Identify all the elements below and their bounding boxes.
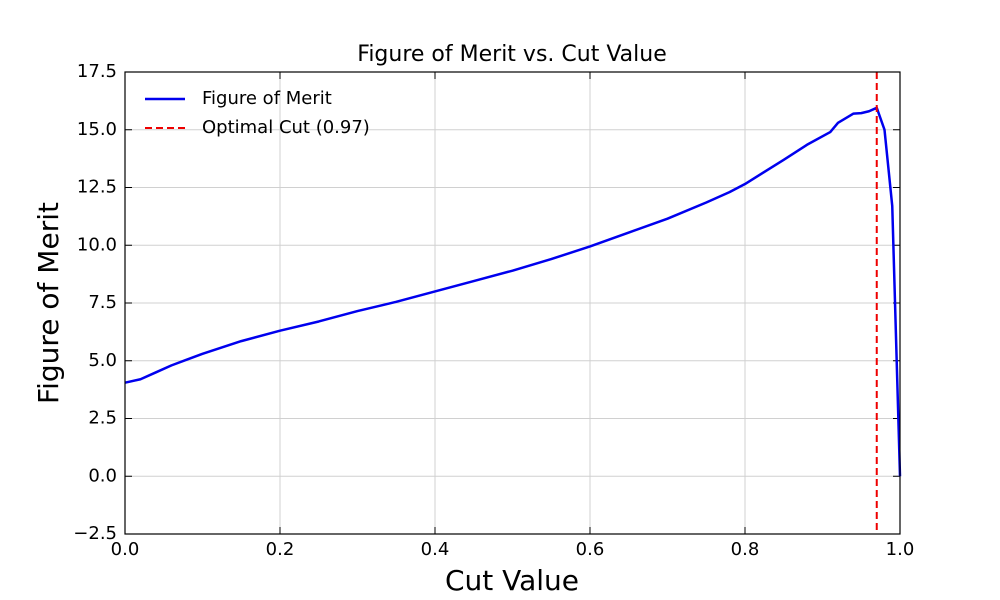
x-tick-label: 1.0 bbox=[886, 539, 915, 560]
y-tick-label: 5.0 bbox=[88, 350, 117, 371]
x-tick-label: 0.8 bbox=[731, 539, 760, 560]
y-tick-label: 10.0 bbox=[77, 234, 117, 255]
plot-frame bbox=[124, 71, 901, 535]
y-tick-label: 15.0 bbox=[77, 119, 117, 140]
y-tick-label: 0.0 bbox=[88, 465, 117, 486]
x-tick-label: 0.4 bbox=[421, 539, 450, 560]
y-tick-label: 12.5 bbox=[77, 177, 117, 198]
chart-title: Figure of Merit vs. Cut Value bbox=[357, 42, 666, 67]
y-tick-label: 17.5 bbox=[77, 61, 117, 82]
y-tick-label: 7.5 bbox=[88, 292, 117, 313]
y-tick-label: 2.5 bbox=[88, 408, 117, 429]
x-tick-label: 0.0 bbox=[111, 539, 140, 560]
x-tick-label: 0.6 bbox=[576, 539, 605, 560]
legend-label: Optimal Cut (0.97) bbox=[202, 117, 370, 138]
data-line bbox=[124, 106, 902, 477]
x-tick-label: 0.2 bbox=[266, 539, 295, 560]
legend-label: Figure of Merit bbox=[202, 88, 332, 109]
y-axis-label: Figure of Merit bbox=[32, 202, 65, 404]
x-axis-label: Cut Value bbox=[445, 564, 579, 597]
y-tick-label: −2.5 bbox=[73, 523, 117, 544]
